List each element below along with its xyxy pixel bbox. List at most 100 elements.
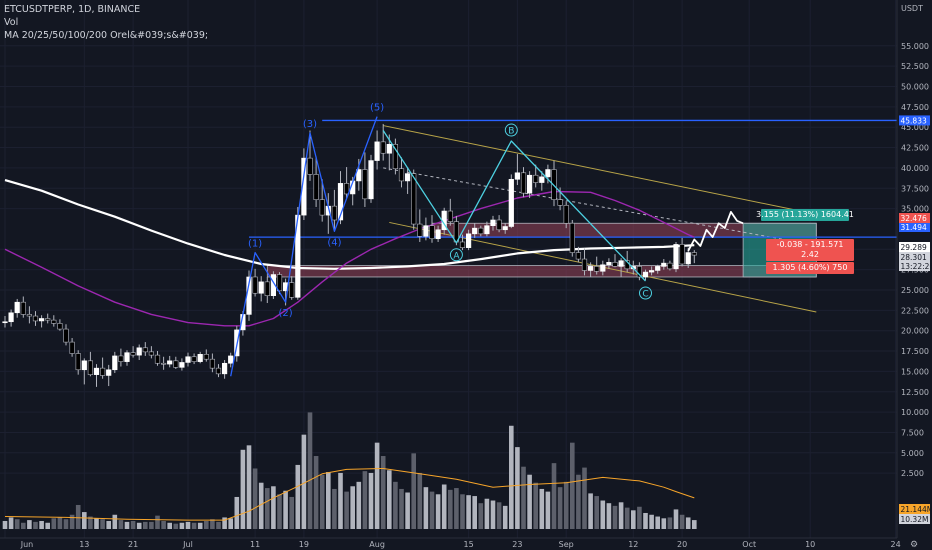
volume-bar bbox=[692, 520, 697, 529]
candle bbox=[148, 351, 155, 356]
symbol-line[interactable]: ETCUSDTPERP, 1D, BINANCE bbox=[4, 4, 141, 15]
abc-wave-circle bbox=[449, 248, 463, 262]
candle bbox=[307, 157, 313, 175]
price-tag-box bbox=[899, 115, 930, 126]
price-tick-label: 2.500 bbox=[901, 469, 924, 478]
dashed-trend-line bbox=[383, 167, 817, 246]
volume-bar bbox=[563, 481, 569, 529]
measure-label-text: 1.305 (4.60%) 750 bbox=[773, 263, 848, 272]
volume-bar bbox=[600, 500, 606, 529]
volume-legend[interactable]: Vol bbox=[4, 17, 19, 28]
date-axis-panel bbox=[0, 538, 897, 550]
price-tag-box bbox=[899, 242, 930, 252]
candle bbox=[136, 347, 142, 356]
price-tick-label: 47.500 bbox=[901, 103, 929, 112]
volume-bar bbox=[88, 516, 93, 529]
volume-bar bbox=[545, 491, 551, 529]
price-tag-text: 31.494 bbox=[901, 223, 927, 232]
chart-legend: ETCUSDTPERP, 1D, BINANCE Vol MA 20/25/50… bbox=[4, 3, 208, 42]
candle bbox=[386, 143, 392, 154]
candle bbox=[667, 262, 673, 270]
volume-bar bbox=[393, 481, 398, 529]
candle bbox=[100, 367, 106, 376]
ma-legend[interactable]: MA 20/25/50/100/200 Orel&#039;s&#039; bbox=[4, 30, 209, 41]
volume-bar bbox=[594, 496, 599, 529]
elliott-wave-label: (3) bbox=[303, 119, 317, 130]
price-tag: 13:22:26 bbox=[899, 261, 932, 271]
volume-bar bbox=[222, 517, 227, 529]
volume-bar bbox=[319, 474, 325, 529]
candle bbox=[57, 323, 63, 330]
candle bbox=[490, 219, 496, 226]
measure-label-box bbox=[761, 209, 849, 221]
volume-bar bbox=[490, 500, 496, 529]
candle bbox=[20, 301, 26, 315]
candle bbox=[691, 252, 697, 256]
candle bbox=[69, 341, 75, 354]
volume-bar bbox=[582, 467, 587, 529]
candle bbox=[612, 262, 618, 267]
candle bbox=[264, 281, 270, 296]
measure-label-text: 2.42 bbox=[801, 250, 819, 259]
candle bbox=[539, 176, 545, 183]
volume-bar bbox=[100, 519, 105, 529]
date-tick-label: Oct bbox=[742, 540, 756, 549]
volume-bar bbox=[136, 522, 142, 529]
price-tag-text: 21.144M bbox=[901, 505, 932, 514]
candle bbox=[45, 318, 51, 321]
volume-bar bbox=[350, 486, 355, 529]
candle bbox=[258, 281, 264, 294]
volume-bar bbox=[405, 492, 410, 529]
volume-bar bbox=[417, 472, 423, 529]
volume-bar bbox=[63, 519, 69, 529]
candle bbox=[112, 355, 118, 371]
elliott-wave-label: (2) bbox=[279, 308, 293, 319]
volume-bar bbox=[8, 517, 14, 529]
price-tag-box bbox=[899, 213, 930, 223]
candle bbox=[520, 172, 527, 194]
elliott-wave-line bbox=[230, 116, 378, 377]
candle bbox=[154, 354, 161, 364]
abc-wave-line bbox=[382, 130, 646, 282]
candle bbox=[209, 358, 216, 369]
candle bbox=[203, 354, 209, 360]
volume-bar bbox=[301, 434, 307, 529]
candle bbox=[551, 169, 557, 200]
candle bbox=[533, 174, 539, 183]
candle bbox=[14, 301, 20, 314]
candle bbox=[514, 172, 520, 180]
price-tick-label: 37.500 bbox=[901, 184, 929, 193]
candle bbox=[319, 199, 325, 216]
price-tag-text: 45.833 bbox=[901, 116, 927, 125]
volume-bar bbox=[75, 504, 81, 529]
volume-bar bbox=[423, 487, 429, 529]
candle bbox=[557, 199, 563, 206]
volume-bar bbox=[51, 518, 57, 529]
price-tick-label: 42.500 bbox=[901, 144, 929, 153]
volume-bar bbox=[277, 494, 282, 529]
candle bbox=[185, 356, 191, 363]
settings-gear-icon[interactable]: ⚙ bbox=[910, 540, 918, 550]
volume-bar bbox=[2, 520, 8, 529]
candle bbox=[301, 157, 307, 216]
candle bbox=[594, 266, 600, 272]
price-tag: 21.144M bbox=[899, 504, 932, 514]
candle bbox=[447, 210, 453, 222]
price-tick-label: 25.000 bbox=[901, 286, 929, 295]
candle bbox=[423, 225, 429, 237]
price-tick-label: 50.000 bbox=[901, 83, 929, 92]
candle bbox=[276, 274, 283, 292]
elliott-wave-label: (1) bbox=[248, 239, 262, 250]
price-tag-box bbox=[899, 504, 930, 514]
abc-wave-circle bbox=[639, 286, 652, 300]
volume-bar bbox=[240, 449, 246, 529]
candle bbox=[472, 227, 478, 235]
volume-bar bbox=[685, 517, 691, 529]
channel-line bbox=[383, 125, 817, 215]
volume-bar bbox=[374, 442, 380, 529]
date-tick-label: 19 bbox=[299, 540, 309, 549]
volume-bar bbox=[606, 503, 612, 529]
volume-bar bbox=[649, 514, 654, 529]
candle bbox=[655, 266, 661, 271]
